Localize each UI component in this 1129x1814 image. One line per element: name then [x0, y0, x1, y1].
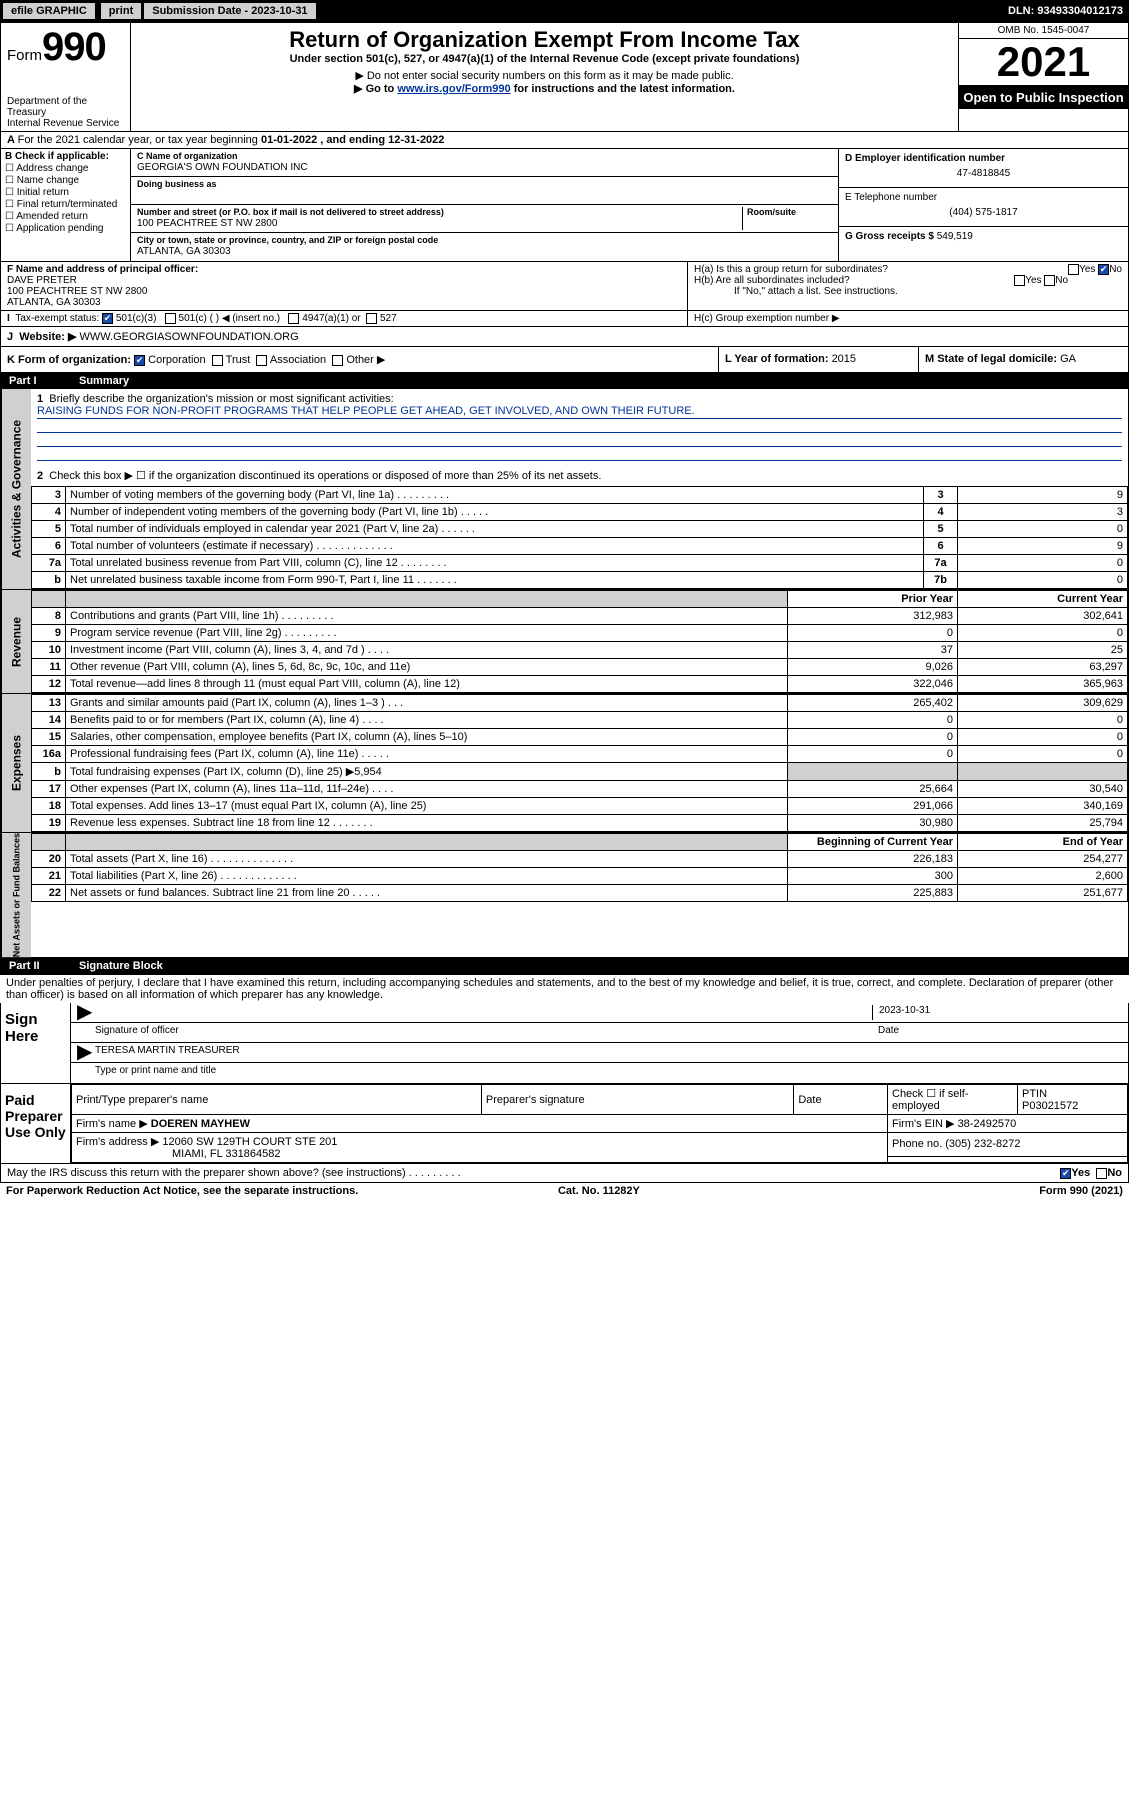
gov-table: 3Number of voting members of the governi… [31, 486, 1128, 589]
line-hc: H(c) Group exemption number ▶ [688, 311, 1128, 326]
declaration: Under penalties of perjury, I declare th… [0, 975, 1129, 1003]
submission-date: Submission Date - 2023-10-31 [144, 3, 315, 19]
rev-table: Prior YearCurrent Year8Contributions and… [31, 590, 1128, 693]
box-f: F Name and address of principal officer:… [1, 262, 688, 310]
form-title: Return of Organization Exempt From Incom… [131, 23, 958, 131]
dln: DLN: 93493304012173 [1002, 5, 1129, 17]
side-exp: Expenses [1, 694, 31, 832]
col-b: B Check if applicable: ☐ Address change … [1, 149, 131, 261]
line-k: K Form of organization: ✔ Corporation Tr… [1, 347, 718, 372]
box-h: H(a) Is this a group return for subordin… [688, 262, 1128, 310]
col-de: D Employer identification number47-48188… [838, 149, 1128, 261]
print-btn[interactable]: print [100, 2, 142, 20]
form-year-box: OMB No. 1545-0047 2021 Open to Public In… [958, 23, 1128, 131]
line-a: A For the 2021 calendar year, or tax yea… [1, 132, 1128, 149]
form: Form990 Department of the Treasury Inter… [0, 22, 1129, 975]
na-table: Beginning of Current YearEnd of Year20To… [31, 833, 1128, 902]
footer: For Paperwork Reduction Act Notice, see … [0, 1183, 1129, 1199]
topbar: efile GRAPHIC print Submission Date - 20… [0, 0, 1129, 22]
line-i: I Tax-exempt status: ✔ 501(c)(3) 501(c) … [1, 311, 688, 326]
irs-link[interactable]: www.irs.gov/Form990 [397, 83, 510, 95]
exp-table: 13Grants and similar amounts paid (Part … [31, 694, 1128, 832]
part2-bar: Part IISignature Block [1, 958, 1128, 974]
part1-bar: Part ISummary [1, 373, 1128, 389]
paid-preparer: Paid Preparer Use Only Print/Type prepar… [0, 1084, 1129, 1164]
side-na: Net Assets or Fund Balances [1, 833, 31, 957]
form-id: Form990 Department of the Treasury Inter… [1, 23, 131, 131]
line-2: 2 Check this box ▶ ☐ if the organization… [31, 465, 1128, 486]
mission: 1 Briefly describe the organization's mi… [31, 389, 1128, 465]
side-gov: Activities & Governance [1, 389, 31, 589]
line-m: M State of legal domicile: GA [918, 347, 1128, 372]
side-rev: Revenue [1, 590, 31, 693]
line-l: L Year of formation: 2015 [718, 347, 918, 372]
col-c: C Name of organizationGEORGIA'S OWN FOUN… [131, 149, 838, 261]
efile-btn[interactable]: efile GRAPHIC [2, 2, 96, 20]
line-j: J Website: ▶ WWW.GEORGIASOWNFOUNDATION.O… [1, 327, 1128, 347]
sign-here: Sign Here ▶2023-10-31 Signature of offic… [0, 1003, 1129, 1084]
discuss-line: May the IRS discuss this return with the… [0, 1164, 1129, 1183]
